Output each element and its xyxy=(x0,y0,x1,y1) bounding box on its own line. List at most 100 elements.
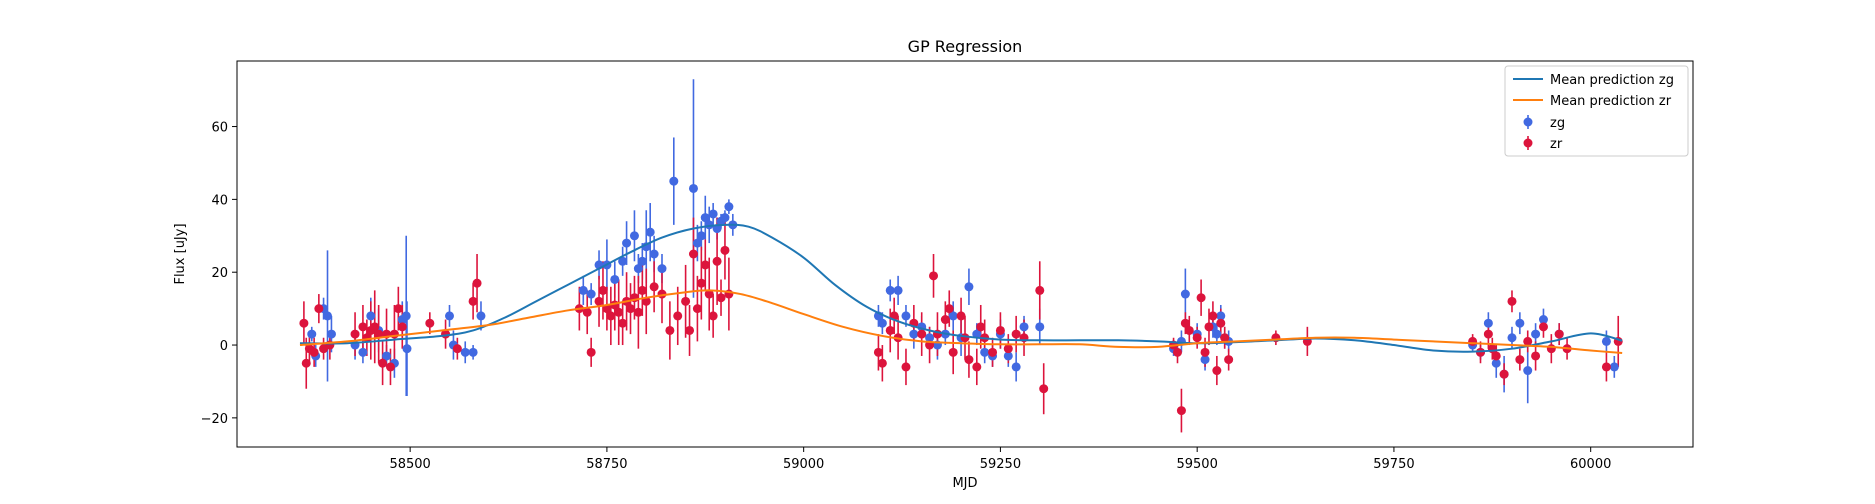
data-point-zg xyxy=(689,184,698,193)
data-point-zg xyxy=(650,250,659,259)
data-point-zr xyxy=(310,348,319,357)
data-point-zr xyxy=(1531,351,1540,360)
data-point-zg xyxy=(1523,366,1532,375)
data-point-zg xyxy=(894,286,903,295)
data-point-zg xyxy=(1181,290,1190,299)
data-point-zr xyxy=(693,304,702,313)
data-point-zg xyxy=(901,311,910,320)
data-point-zg xyxy=(579,286,588,295)
y-tick-label: 40 xyxy=(211,193,228,208)
data-point-zr xyxy=(469,297,478,306)
legend-label-mean-zg: Mean prediction zg xyxy=(1550,73,1674,88)
data-point-zr xyxy=(302,359,311,368)
data-point-zr xyxy=(697,279,706,288)
y-tick-label: 0 xyxy=(220,339,228,354)
data-point-zr xyxy=(996,326,1005,335)
y-tick-label: 60 xyxy=(211,121,228,136)
data-point-zr xyxy=(453,344,462,353)
data-point-zg xyxy=(1610,362,1619,371)
data-point-zg xyxy=(461,348,470,357)
data-point-zr xyxy=(1201,348,1210,357)
data-point-zr xyxy=(425,319,434,328)
data-point-zr xyxy=(709,311,718,320)
data-point-zr xyxy=(972,362,981,371)
data-point-zg xyxy=(630,231,639,240)
data-point-zg xyxy=(1212,330,1221,339)
x-tick-label: 59000 xyxy=(783,457,824,472)
data-point-zr xyxy=(901,362,910,371)
data-point-zg xyxy=(622,239,631,248)
data-point-zg xyxy=(1602,337,1611,346)
data-point-zr xyxy=(351,330,360,339)
data-point-zg xyxy=(476,311,485,320)
data-point-zg xyxy=(323,311,332,320)
data-point-zr xyxy=(1500,370,1509,379)
data-point-zr xyxy=(976,322,985,331)
data-point-zr xyxy=(1204,322,1213,331)
legend-label-zg: zg xyxy=(1550,116,1565,131)
data-point-zg xyxy=(1035,322,1044,331)
data-point-zr xyxy=(945,304,954,313)
data-point-zr xyxy=(681,297,690,306)
data-point-zr xyxy=(949,348,958,357)
data-point-zg xyxy=(445,311,454,320)
data-point-zr xyxy=(1507,297,1516,306)
x-tick-label: 60000 xyxy=(1570,457,1611,472)
data-point-zr xyxy=(1216,319,1225,328)
data-point-zg xyxy=(1484,319,1493,328)
data-point-zr xyxy=(386,362,395,371)
data-point-zg xyxy=(697,231,706,240)
data-point-zr xyxy=(314,304,323,313)
data-point-zr xyxy=(618,319,627,328)
data-point-zr xyxy=(394,304,403,313)
data-point-zr xyxy=(1012,330,1021,339)
data-point-zg xyxy=(1515,319,1524,328)
data-point-zr xyxy=(665,326,674,335)
x-tick-label: 59500 xyxy=(1176,457,1217,472)
data-point-zr xyxy=(358,322,367,331)
data-point-zg xyxy=(646,228,655,237)
data-point-zr xyxy=(650,282,659,291)
legend-marker xyxy=(1524,118,1533,127)
data-point-zg xyxy=(610,275,619,284)
data-point-zg xyxy=(638,257,647,266)
data-point-zr xyxy=(917,330,926,339)
data-point-zr xyxy=(1039,384,1048,393)
data-point-zg xyxy=(358,348,367,357)
data-point-zr xyxy=(874,348,883,357)
data-point-zg xyxy=(469,348,478,357)
x-tick-label: 58750 xyxy=(586,457,627,472)
data-point-zr xyxy=(1208,311,1217,320)
data-point-zr xyxy=(1035,286,1044,295)
data-point-zr xyxy=(701,260,710,269)
data-point-zg xyxy=(886,286,895,295)
chart-title: GP Regression xyxy=(908,37,1023,56)
data-point-zg xyxy=(307,330,316,339)
data-point-zr xyxy=(598,286,607,295)
data-point-zr xyxy=(626,304,635,313)
data-point-zr xyxy=(1185,326,1194,335)
data-point-zg xyxy=(587,290,596,299)
data-point-zr xyxy=(1484,330,1493,339)
legend-label-mean-zr: Mean prediction zr xyxy=(1550,94,1672,109)
data-point-zg xyxy=(980,348,989,357)
data-point-zg xyxy=(366,311,375,320)
data-point-zr xyxy=(398,322,407,331)
data-point-zg xyxy=(1531,330,1540,339)
data-point-zr xyxy=(713,257,722,266)
data-point-zr xyxy=(941,315,950,324)
data-point-zr xyxy=(1173,348,1182,357)
data-point-zr xyxy=(299,319,308,328)
data-point-zr xyxy=(1539,322,1548,331)
data-point-zg xyxy=(709,209,718,218)
x-tick-label: 59750 xyxy=(1373,457,1414,472)
data-point-zr xyxy=(1224,355,1233,364)
data-point-zr xyxy=(614,308,623,317)
data-point-zr xyxy=(1602,362,1611,371)
data-point-zr xyxy=(929,271,938,280)
data-point-zr xyxy=(634,308,643,317)
data-point-zg xyxy=(1507,333,1516,342)
data-point-zr xyxy=(1468,337,1477,346)
data-point-zr xyxy=(878,359,887,368)
